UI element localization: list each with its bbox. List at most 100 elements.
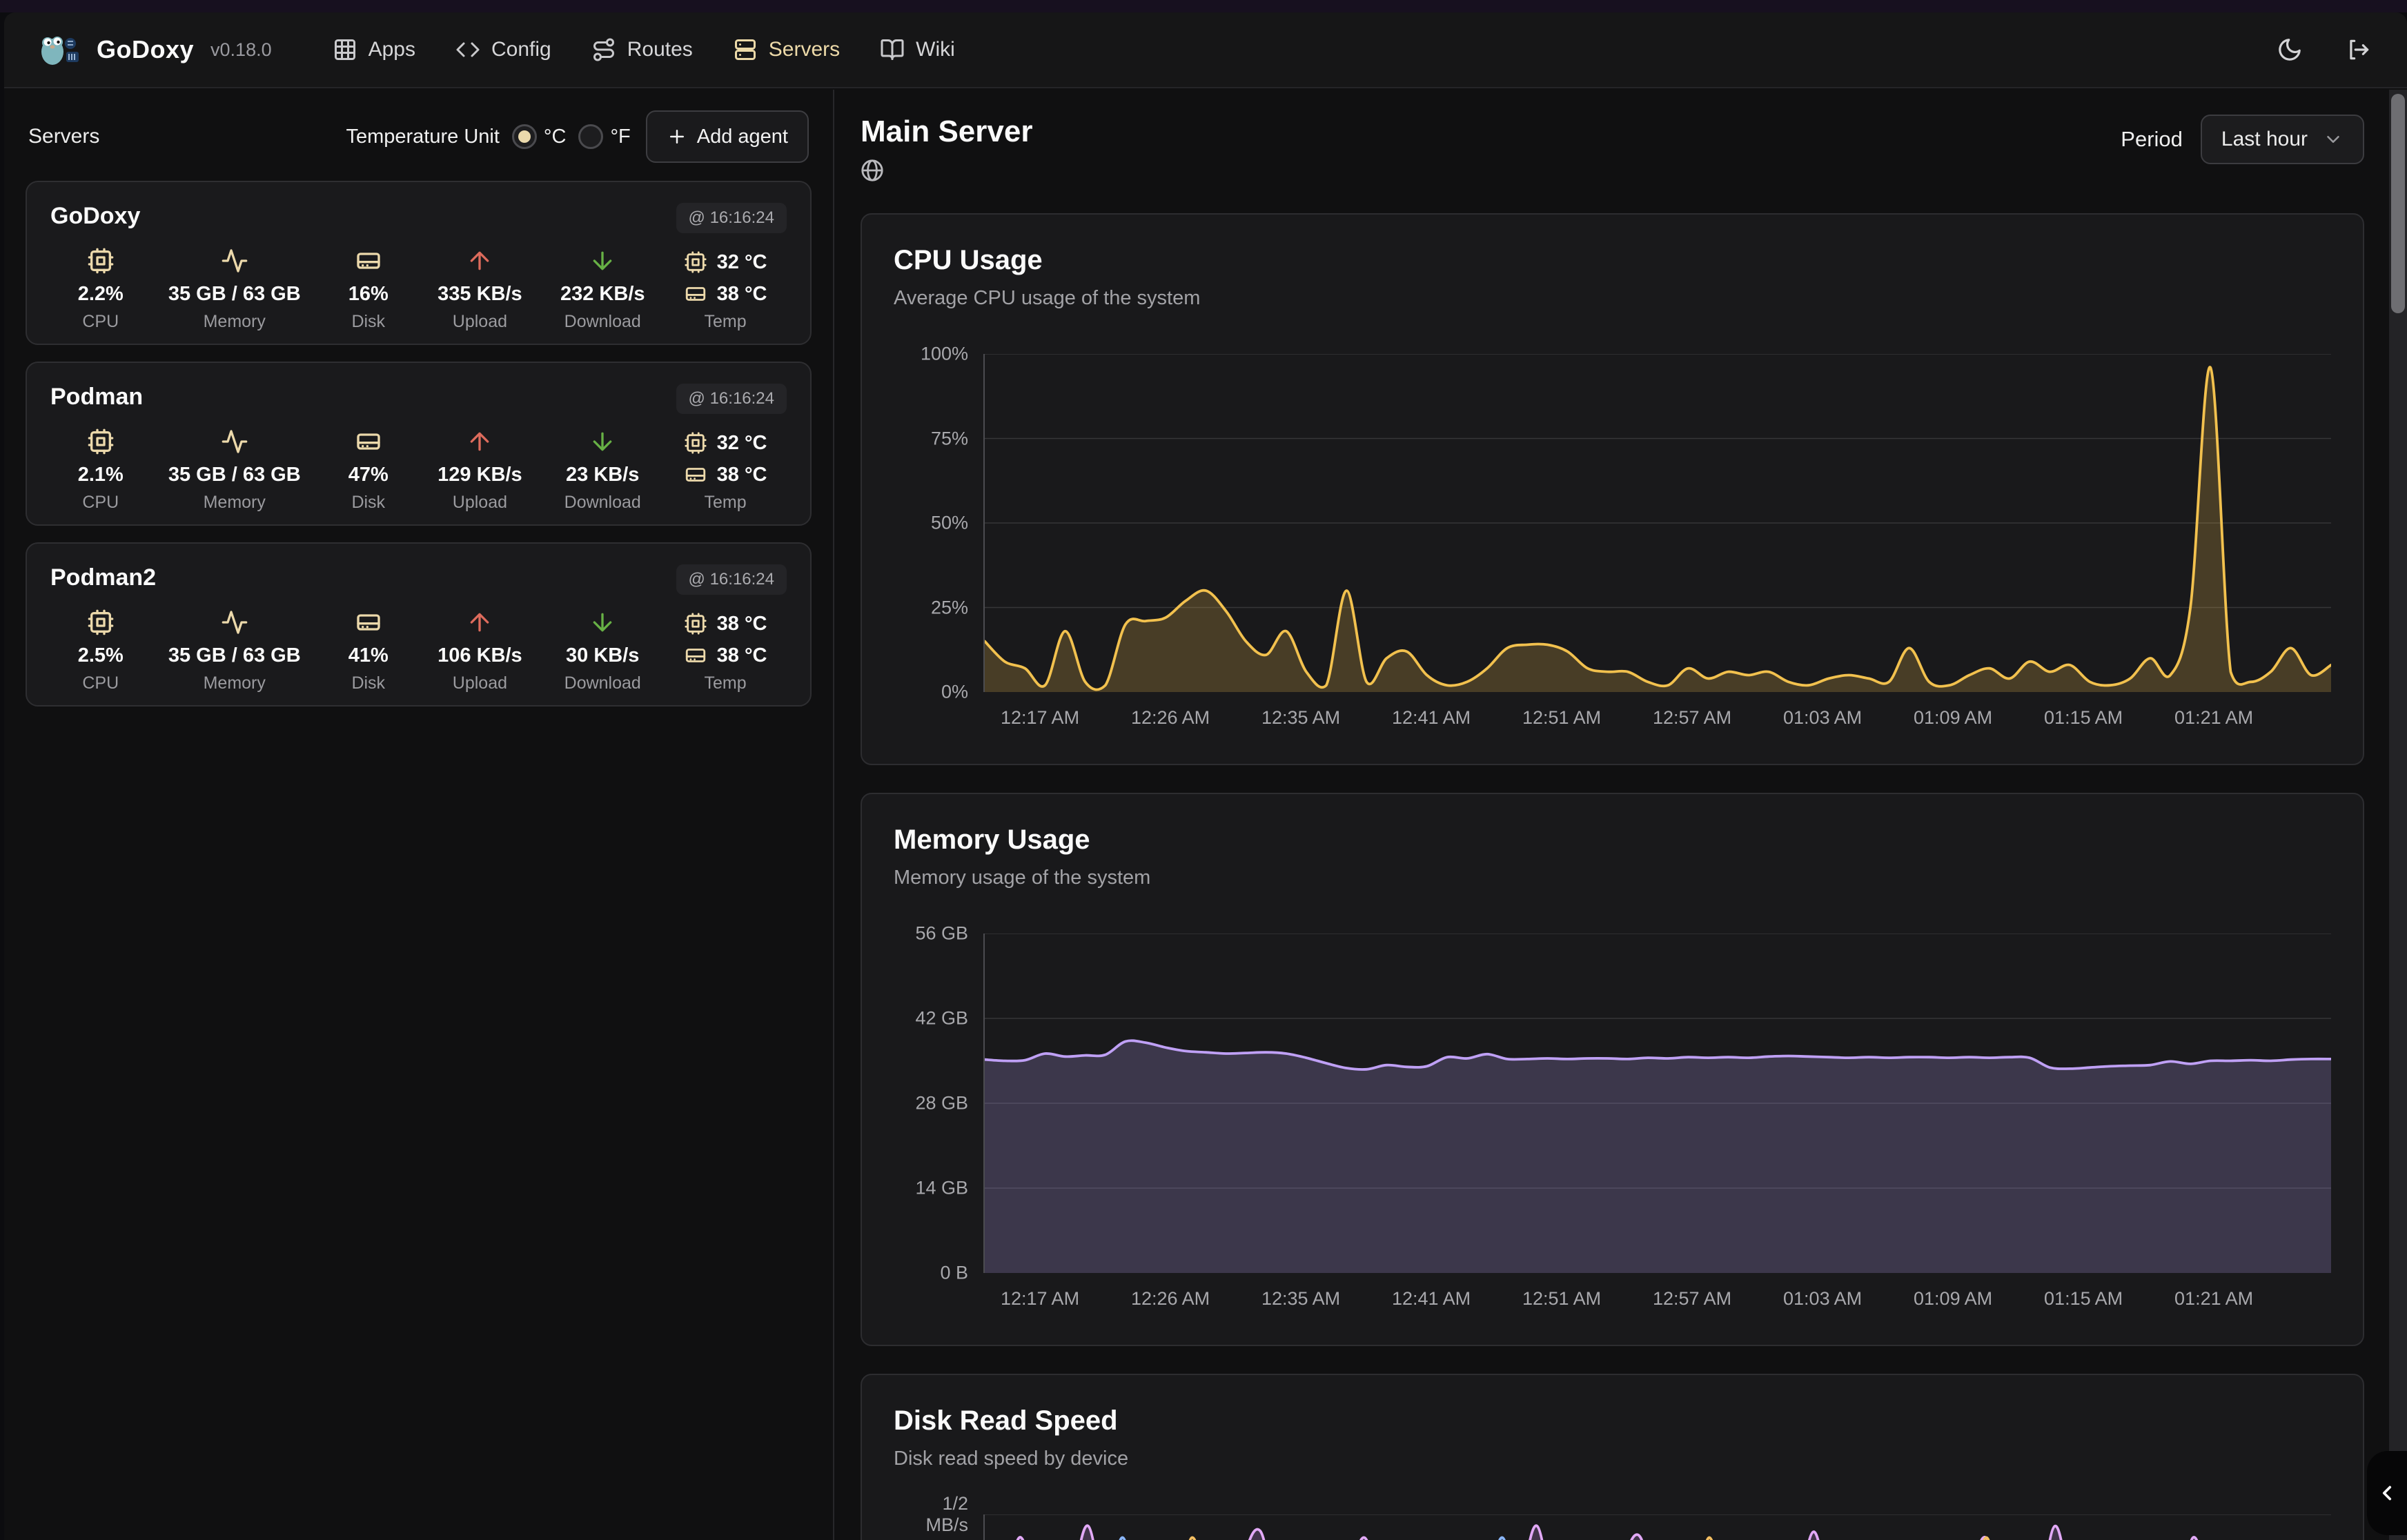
nav-item-wiki[interactable]: Wiki xyxy=(880,37,955,62)
hard-drive-icon xyxy=(355,428,382,459)
chart-title: Disk Read Speed xyxy=(894,1405,1118,1436)
arrow-down-icon xyxy=(589,428,616,459)
hard-drive-icon xyxy=(355,247,382,278)
disk-read-speed-card: Disk Read Speed Disk read speed by devic… xyxy=(861,1374,2364,1540)
stat-temp: 38 °C 38 °C Temp xyxy=(664,607,787,695)
server-card-top: GoDoxy @ 16:16:24 xyxy=(50,203,787,233)
period-select[interactable]: Last hour xyxy=(2200,115,2364,164)
nav-item-servers[interactable]: Servers xyxy=(733,37,840,62)
plus-icon xyxy=(669,130,684,144)
stat-download: 23 KB/s Download xyxy=(541,426,664,515)
period-label: Period xyxy=(2121,127,2183,151)
nav-item-config[interactable]: Config xyxy=(455,37,551,62)
stat-value: 41% xyxy=(348,644,389,667)
stat-value: 129 KB/s xyxy=(438,463,522,486)
stat-disk: 41% Disk xyxy=(318,607,419,695)
stat-label: Temp xyxy=(704,492,747,512)
stat-value: 106 KB/s xyxy=(438,644,522,667)
server-timestamp-badge: @ 16:16:24 xyxy=(676,384,787,414)
stat-label: Disk xyxy=(351,673,386,693)
stat-value: 232 KB/s xyxy=(560,282,645,305)
collapse-panel-tab[interactable] xyxy=(2367,1451,2407,1535)
arrow-up-icon xyxy=(466,609,493,640)
cpu-chip-icon xyxy=(685,432,707,454)
server-stack-icon xyxy=(734,39,756,60)
temp-unit-fahrenheit-radio[interactable]: °F xyxy=(578,124,631,149)
stat-label: CPU xyxy=(82,673,119,693)
stat-value: 16% xyxy=(348,282,389,305)
app-window: GoDoxy v0.18.0 Apps Config Routes xyxy=(4,12,2407,1540)
stat-cpu: 2.5% CPU xyxy=(50,607,151,695)
stat-value: 47% xyxy=(348,463,389,486)
radio-label: °C xyxy=(543,125,567,148)
stat-download: 232 KB/s Download xyxy=(541,246,664,334)
main-title-wrap: Main Server xyxy=(861,115,1032,186)
nav-item-apps[interactable]: Apps xyxy=(333,37,415,62)
temp-cpu-row: 38 °C xyxy=(684,612,767,635)
hard-drive-icon xyxy=(685,649,705,662)
temp-unit-celsius-radio[interactable]: °C xyxy=(511,124,567,149)
vertical-scrollbar[interactable] xyxy=(2389,90,2407,1540)
stat-label: Download xyxy=(564,673,641,693)
arrow-down-icon xyxy=(589,247,616,278)
radio-selected[interactable] xyxy=(511,124,537,149)
temp-cpu-value: 38 °C xyxy=(716,612,767,635)
logout-button[interactable] xyxy=(2344,34,2374,65)
hard-drive-icon xyxy=(685,468,705,482)
y-axis-labels: 1/2 MB/s xyxy=(925,1492,968,1535)
stat-label: Upload xyxy=(452,492,508,512)
stat-value: 335 KB/s xyxy=(438,282,522,305)
stat-label: Disk xyxy=(351,492,386,512)
radio-unselected[interactable] xyxy=(578,124,604,149)
stat-value: 2.1% xyxy=(77,463,124,486)
stat-label: Memory xyxy=(203,673,266,693)
stat-label: Memory xyxy=(203,492,266,512)
temp-cpu-value: 32 °C xyxy=(716,431,767,454)
stat-disk: 47% Disk xyxy=(318,426,419,515)
stat-value: 23 KB/s xyxy=(566,463,640,486)
grid-icon xyxy=(334,39,355,60)
temp-disk-value: 38 °C xyxy=(716,282,767,305)
hard-drive-icon xyxy=(355,609,382,640)
cpu-chip-icon xyxy=(685,251,707,273)
arrow-up-icon xyxy=(466,247,493,278)
brand-name: GoDoxy xyxy=(97,35,195,63)
stat-disk: 16% Disk xyxy=(318,246,419,334)
server-card-podman[interactable]: Podman @ 16:16:24 2.1% CPU 35 GB / 63 GB xyxy=(26,362,812,526)
sidebar-header: Servers Temperature Unit °C °F xyxy=(26,109,812,164)
stat-memory: 35 GB / 63 GB Memory xyxy=(151,426,319,515)
theme-toggle-button[interactable] xyxy=(2275,34,2305,65)
route-icon xyxy=(593,38,614,61)
stat-label: Download xyxy=(564,311,641,331)
moon-icon xyxy=(2279,39,2301,61)
nav-item-routes[interactable]: Routes xyxy=(591,37,693,62)
temp-disk-value: 38 °C xyxy=(716,463,767,486)
temp-cpu-row: 32 °C xyxy=(684,250,767,274)
stat-value: 35 GB / 63 GB xyxy=(168,282,301,305)
server-timestamp-badge: @ 16:16:24 xyxy=(676,564,787,595)
add-agent-button[interactable]: Add agent xyxy=(645,110,809,163)
stat-label: Disk xyxy=(351,311,386,331)
brand-version: v0.18.0 xyxy=(210,39,272,60)
x-axis-labels: 12:17 AM 12:26 AM 12:35 AM 12:41 AM 12:51 AM… xyxy=(1000,1288,2254,1309)
servers-sidebar: Servers Temperature Unit °C °F xyxy=(4,90,834,1540)
arrow-down-icon xyxy=(589,609,616,640)
x-axis-labels: 12:17 AM 12:26 AM 12:35 AM 12:41 AM 12:51 AM… xyxy=(1000,707,2254,728)
server-card-podman2[interactable]: Podman2 @ 16:16:24 2.5% CPU 35 GB / 63 G… xyxy=(26,542,812,707)
disk-read-speed-chart: 1/2 MB/s xyxy=(894,1492,2331,1540)
navbar: GoDoxy v0.18.0 Apps Config Routes xyxy=(4,12,2407,88)
cpu-chip-icon xyxy=(87,428,115,459)
server-card-top: Podman2 @ 16:16:24 xyxy=(50,564,787,595)
content: Servers Temperature Unit °C °F xyxy=(4,90,2407,1540)
server-card-godoxy[interactable]: GoDoxy @ 16:16:24 2.2% CPU 35 GB / 63 GB xyxy=(26,181,812,345)
scrollbar-thumb[interactable] xyxy=(2391,94,2405,313)
temperature-unit-label: Temperature Unit xyxy=(346,125,500,148)
server-name: Podman xyxy=(50,384,144,410)
stat-value: 35 GB / 63 GB xyxy=(168,463,301,486)
stat-value: 30 KB/s xyxy=(566,644,640,667)
stat-label: Memory xyxy=(203,311,266,331)
period-value: Last hour xyxy=(2221,128,2308,150)
nav-items: Apps Config Routes Servers Wiki xyxy=(333,37,955,62)
stat-label: Upload xyxy=(452,311,508,331)
